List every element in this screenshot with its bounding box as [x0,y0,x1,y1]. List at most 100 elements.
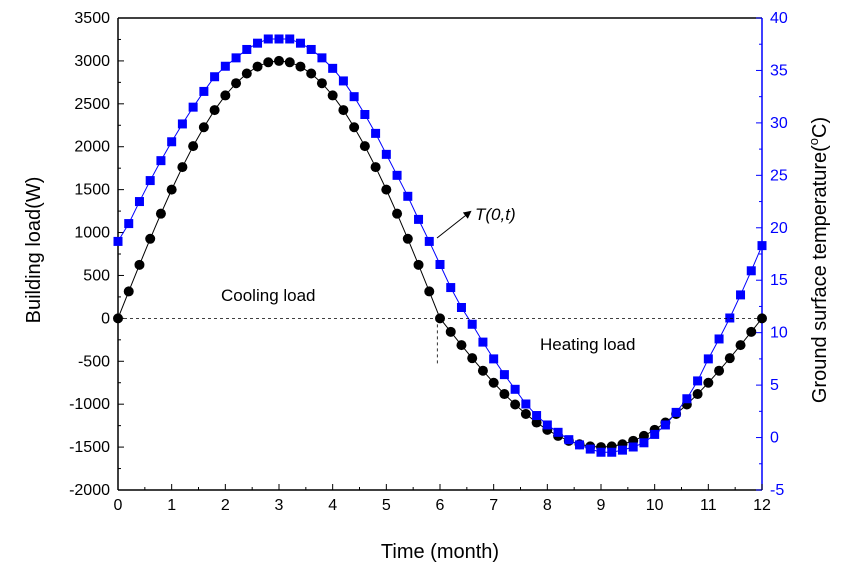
y2-tick-label: -5 [770,482,784,499]
x-tick-label: 2 [221,497,230,514]
load-point [724,353,735,364]
temperature-point [714,334,724,344]
load-point [316,78,327,89]
temperature-point [757,241,767,251]
temperature-point [575,440,585,450]
load-point [198,122,209,133]
y2-tick-label: 5 [770,377,779,394]
load-point [392,208,403,219]
x-tick-label: 11 [700,497,717,514]
y2-tick-label: 30 [770,115,788,132]
temperature-point [188,102,198,112]
y-tick-label: 3500 [74,10,110,27]
temperature-point [424,236,434,246]
load-point [467,353,478,364]
temperature-point [746,266,756,276]
y2-axis-title: Ground surface temperature(oC) [806,117,831,403]
load-point [263,57,274,68]
temperature-point [435,259,445,269]
temperature-point [285,34,295,44]
y-tick-label: 1000 [74,225,110,242]
temperature-point [564,435,574,445]
x-tick-label: 1 [167,497,176,514]
load-point [359,141,370,152]
y2-tick-label: 15 [770,272,788,289]
y2-tick-label: 0 [770,430,779,447]
load-point [370,162,381,173]
temperature-point [349,92,359,102]
x-tick-label: 5 [382,497,391,514]
y2-tick-label: 10 [770,325,788,342]
x-tick-label: 4 [328,497,337,514]
load-point [488,377,499,388]
temperature-point [210,72,220,82]
y2-axis-title-main: Ground surface temperature( [809,145,831,403]
temperature-point [446,283,456,293]
load-point [477,365,488,376]
load-point [413,259,424,270]
temperature-point [392,170,402,180]
cooling-load-label: Cooling load [221,286,316,305]
load-point [134,259,145,270]
load-point [349,122,360,133]
load-point [123,286,134,297]
temperature-point [317,53,327,63]
load-point [703,377,714,388]
load-point [424,286,435,297]
temperature-point [253,38,263,48]
temperature-point [703,354,713,364]
temperature-point [478,337,488,347]
temperature-point [328,63,338,73]
x-tick-label: 12 [753,497,771,514]
temperature-point [156,156,166,166]
load-point [155,208,166,219]
y-tick-label: -500 [78,353,110,370]
y-tick-label: -1000 [69,396,110,413]
temperature-point [650,429,660,439]
temperature-point [145,176,155,186]
temperature-point [521,399,531,409]
temperature-point [553,427,563,437]
load-point [220,90,231,101]
t0t-label: T(0,t) [475,205,516,224]
load-point [746,326,757,337]
temperature-point [274,34,284,44]
temperature-series-line [117,38,763,453]
temperature-point [371,128,381,138]
y2-tick-label: 35 [770,62,788,79]
y-tick-label: -1500 [69,439,110,456]
temperature-point [167,137,177,147]
temperature-point [381,149,391,159]
x-tick-label: 10 [646,497,664,514]
y-tick-label: 2500 [74,96,110,113]
temperature-point [199,86,209,96]
temperature-point [467,319,477,329]
load-point [241,68,252,79]
load-point [274,55,284,66]
load-point [295,61,306,72]
y2-axis-title-sup: o [806,138,821,145]
temperature-point [306,44,316,54]
series-layer [113,34,767,457]
temperature-point [220,61,230,71]
temperature-point [124,219,134,229]
temperature-point [671,407,681,417]
heating-load-label: Heating load [540,335,635,354]
temperature-point [532,411,542,421]
temperature-point [510,384,520,394]
load-point [714,365,725,376]
temperature-point [682,394,692,404]
t0t-arrow [436,210,472,239]
x-tick-label: 7 [489,497,498,514]
load-point [692,389,703,400]
y-axis-title: Building load(W) [23,177,45,324]
y-tick-label: -2000 [69,482,110,499]
temperature-point [231,53,241,63]
load-point [402,233,413,244]
load-point [499,389,510,400]
temperature-point [596,447,606,457]
load-point [252,61,263,72]
y-tick-label: 2000 [74,139,110,156]
x-axis-title: Time (month) [381,541,499,563]
temperature-point [489,354,499,364]
